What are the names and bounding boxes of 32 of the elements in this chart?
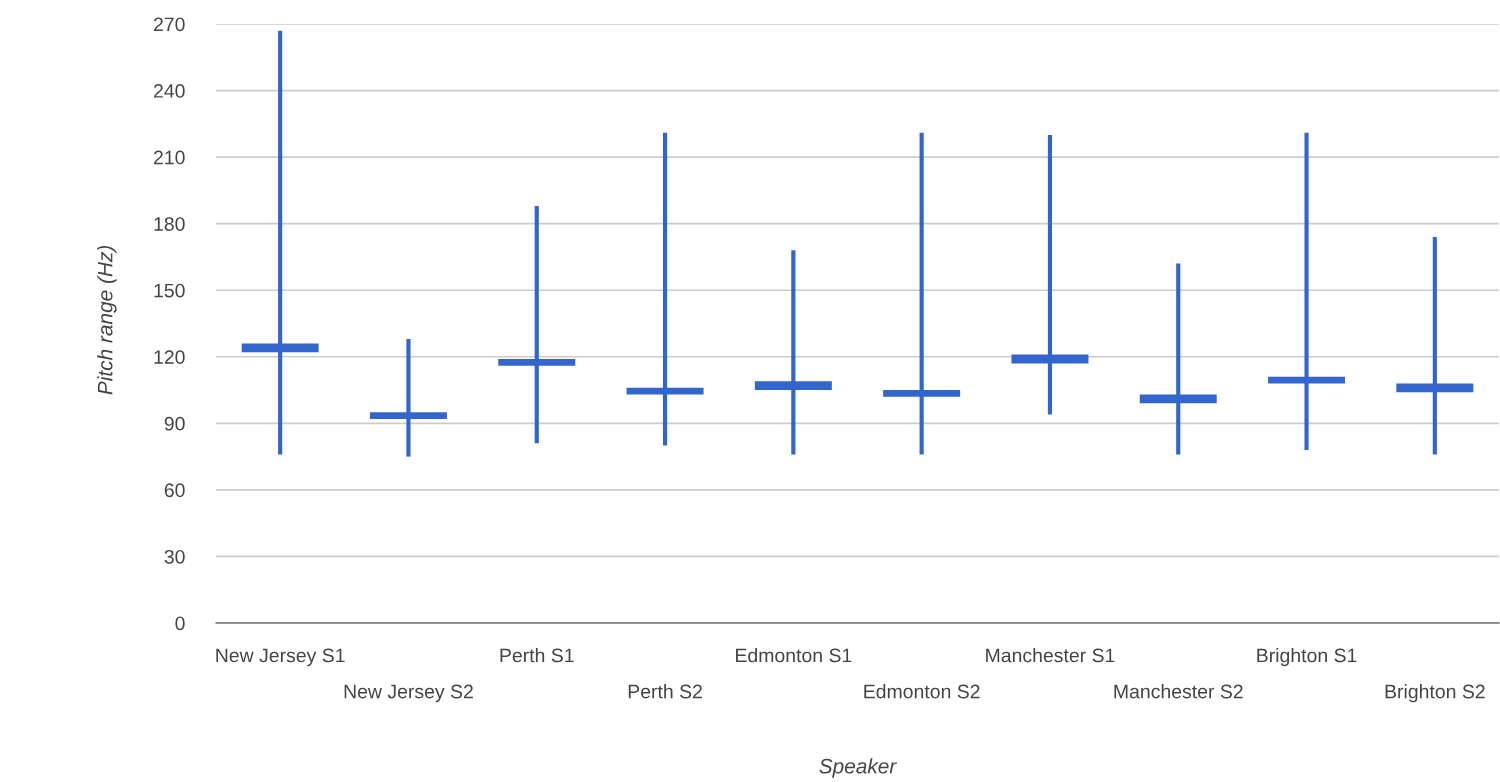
x-tick-label: New Jersey S1: [216, 648, 345, 667]
candlestick: [626, 132, 704, 446]
x-tick-label: New Jersey S2: [344, 684, 473, 703]
x-tick-label: Edmonton S2: [864, 684, 980, 699]
candlestick: [1139, 263, 1217, 455]
candlestick: [1011, 134, 1089, 415]
x-tick-label: Brighton S2: [1385, 684, 1485, 703]
x-tick-label: Manchester S1: [986, 648, 1115, 663]
y-tick-label: 150: [154, 283, 185, 298]
candlestick: [754, 250, 832, 455]
y-tick-label: 0: [175, 616, 185, 631]
candlestick: [498, 205, 576, 444]
y-tick-label: 180: [154, 217, 185, 231]
y-tick-label: 90: [164, 416, 185, 431]
y-axis-title: Pitch range (Hz): [97, 245, 117, 395]
y-tick-label: 210: [153, 150, 185, 165]
y-tick-label: 270: [153, 17, 185, 32]
x-axis-title: Speaker: [819, 758, 897, 778]
x-tick-label: Perth S2: [628, 684, 702, 699]
x-tick-label: Edmonton S1: [736, 648, 852, 663]
candlestick: [369, 339, 447, 457]
candlestick: [241, 30, 319, 455]
x-tick-label: Perth S1: [500, 648, 574, 663]
candlestick: [1268, 132, 1346, 450]
candlestick: [1396, 236, 1474, 455]
y-tick-label: 240: [153, 84, 185, 98]
y-tick-label: 120: [154, 350, 185, 365]
y-tick-label: 60: [164, 483, 185, 498]
x-tick-label: Manchester S2: [1114, 684, 1243, 699]
candlestick: [883, 132, 961, 455]
x-tick-label: Brighton S1: [1257, 648, 1357, 667]
y-tick-label: 30: [164, 549, 185, 564]
